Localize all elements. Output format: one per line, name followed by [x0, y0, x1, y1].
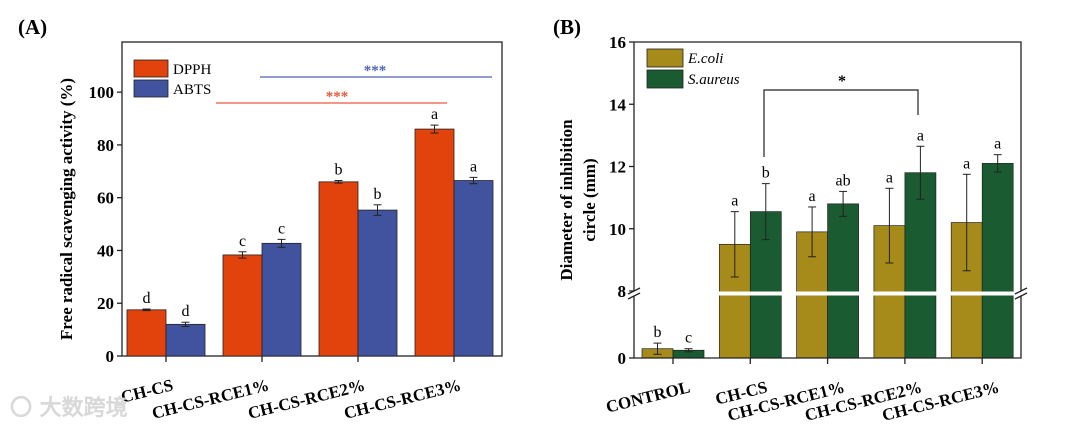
bar-abts [261, 242, 302, 357]
bar-dpph [414, 128, 455, 357]
bar-abts [357, 209, 398, 357]
panel-label: (A) [18, 15, 47, 39]
panel-a: (A) 0 20 40 60 80 100 Free radical scavenging a… [10, 15, 503, 423]
y-tick-label: 16 [609, 33, 626, 52]
significance-letter: a [917, 127, 924, 144]
y-tick-label: 14 [609, 95, 627, 114]
panel-b: (B) Diameter of inhibition circle (mm) 0 8 10… [553, 15, 1029, 425]
bar-dpph [222, 254, 263, 357]
significance-bracket [763, 89, 919, 157]
significance-stars-dpph: *** [326, 89, 349, 105]
bar-dpph [126, 309, 167, 357]
legend-label-dpph: DPPH [173, 62, 212, 78]
significance-letter: c [685, 330, 692, 347]
bar-dpph [318, 181, 359, 357]
significance-letter: c [278, 220, 285, 237]
legend-swatch-e-coli [646, 48, 684, 68]
significance-letter: a [431, 106, 438, 123]
bar-s-aureus [827, 203, 859, 359]
significance-letter: ab [836, 172, 851, 189]
y-tick-label: 20 [97, 294, 114, 313]
y-tick-label: 80 [97, 136, 114, 155]
y-axis-label: Free radical scavenging activity (%) [57, 78, 76, 340]
significance-letter: a [994, 136, 1001, 153]
significance-star: * [838, 73, 846, 90]
y-tick-label: 0 [618, 349, 627, 368]
y-tick-label: 100 [89, 83, 115, 102]
y-tick-label: 10 [609, 220, 626, 239]
legend-label-e-coli: E.coli [687, 51, 723, 67]
y-tick-label: 0 [106, 347, 115, 366]
significance-letter: c [239, 233, 246, 250]
bar-s-aureus [904, 172, 937, 359]
legend-swatch-dpph [133, 59, 169, 78]
y-tick-label: 60 [97, 189, 114, 208]
panel-label: (B) [553, 15, 581, 39]
significance-letter: b [654, 324, 662, 341]
y-tick-label: 12 [609, 158, 626, 177]
legend-label-abts: ABTS [173, 82, 211, 98]
significance-letter: a [470, 158, 477, 175]
significance-letter: b [374, 186, 382, 203]
significance-letter: b [762, 165, 770, 182]
significance-stars-abts: *** [364, 63, 387, 79]
axis-break-mark-right [1014, 287, 1028, 300]
significance-letter: a [809, 188, 816, 205]
plot-frame [633, 41, 1022, 359]
axis-break-mark-left [627, 287, 641, 300]
significance-letter: a [731, 193, 738, 210]
y-axis-label-line1: Diameter of inhibition [557, 119, 576, 281]
bar-abts [453, 180, 494, 357]
legend-swatch-abts [133, 79, 169, 98]
bar-s-aureus [981, 163, 1014, 359]
y-tick-label: 40 [97, 241, 114, 260]
significance-letter: a [963, 155, 970, 172]
significance-letter: b [335, 162, 343, 179]
plot-frame [121, 41, 503, 357]
legend-label-s-aureus: S.aureus [688, 72, 740, 88]
significance-letter: a [886, 169, 893, 186]
significance-letter: d [182, 303, 190, 320]
watermark: 〇 大数跨境 [10, 395, 128, 421]
legend-swatch-s-aureus [646, 69, 684, 89]
significance-letter: d [143, 290, 151, 307]
y-axis-label-line2: circle (mm) [580, 158, 599, 241]
y-tick-label: 8 [618, 282, 627, 301]
bar-abts [165, 323, 206, 357]
axis-break-gap [626, 291, 1029, 296]
x-tick-label: CONTROL [604, 377, 692, 416]
